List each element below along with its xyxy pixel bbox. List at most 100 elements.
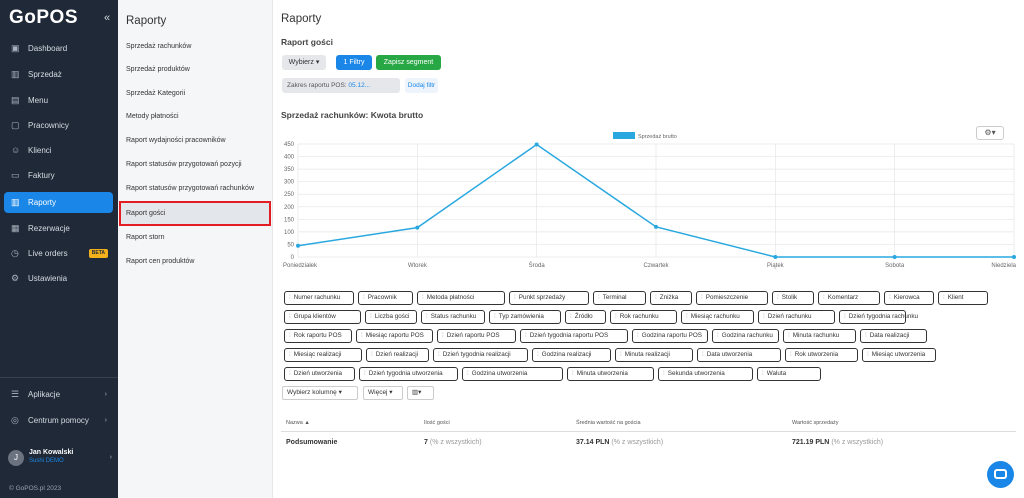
nav-item-centrum-pomocy[interactable]: ◎ Centrum pomocy › [4,410,113,431]
drag-handle-icon[interactable]: ⁞ [620,351,622,358]
column-chip[interactable]: ⁞ Minuta realizacji [615,348,693,362]
drag-handle-icon[interactable]: ⁞ [525,332,527,339]
nav-item-klienci[interactable]: ☺ Klienci [4,140,113,161]
column-header-guests[interactable]: Ilość gości [424,420,450,426]
column-chip[interactable]: ⁞ Numer rachunku [284,291,354,305]
column-chip[interactable]: ⁞ Dzień tygodnia raportu POS [520,329,628,343]
drag-handle-icon[interactable]: ⁞ [943,294,945,301]
nav-item-aplikacje[interactable]: ☰ Aplikacje › [4,384,113,405]
column-header-sales[interactable]: Wartość sprzedaży [792,420,839,426]
column-chip[interactable]: ⁞ Metoda płatności [417,291,505,305]
column-chip[interactable]: ⁞ Pracownik [358,291,413,305]
column-chip[interactable]: ⁞ Minuta rachunku [783,329,856,343]
nav-item-menu[interactable]: ▤ Menu [4,90,113,111]
nav-item-live-orders[interactable]: ◷ Live orders BETA [4,243,113,264]
column-chip[interactable]: ⁞ Źródło [565,310,606,324]
drag-handle-icon[interactable]: ⁞ [467,370,469,377]
nav-item-pracownicy[interactable]: ▢ Pracownicy [4,115,113,136]
nav-item-faktury[interactable]: ▭ Faktury [4,165,113,186]
column-chip[interactable]: ⁞ Zniżka [650,291,692,305]
choose-segment-button[interactable]: Wybierz ▾ [282,55,326,70]
more-dropdown[interactable]: Więcej ▾ [363,386,403,400]
drag-handle-icon[interactable]: ⁞ [442,332,444,339]
column-chip[interactable]: ⁞ Komentarz [818,291,880,305]
column-chip[interactable]: ⁞ Minuta utworzenia [567,367,654,381]
column-chip[interactable]: ⁞ Dzień utworzenia [284,367,355,381]
column-chip[interactable]: ⁞ Punkt sprzedaży [509,291,589,305]
drag-handle-icon[interactable]: ⁞ [655,294,657,301]
column-chip[interactable]: ⁞ Rok rachunku [610,310,677,324]
nav-item-raporty[interactable]: ▥ Raporty [4,192,113,213]
save-segment-button[interactable]: Zapisz segment [376,55,441,70]
nav-item-rezerwacje[interactable]: ▦ Rezerwacje [4,218,113,239]
drag-handle-icon[interactable]: ⁞ [426,313,428,320]
drag-handle-icon[interactable]: ⁞ [289,294,291,301]
drag-handle-icon[interactable]: ⁞ [289,351,291,358]
drag-handle-icon[interactable]: ⁞ [289,332,291,339]
column-chip[interactable]: ⁞ Miesiąc raportu POS [356,329,433,343]
submenu-item-statusy-rachunkow[interactable]: Raport statusów przygotowań rachunków [126,185,255,192]
chart-settings-gear-icon[interactable]: ⚙▾ [976,126,1004,140]
drag-handle-icon[interactable]: ⁞ [289,370,291,377]
column-chip[interactable]: ⁞ Typ zamówienia [489,310,561,324]
column-chip[interactable]: ⁞ Dzień tygodnia utworzenia [359,367,458,381]
drag-handle-icon[interactable]: ⁞ [844,313,846,320]
column-chip[interactable]: ⁞ Godzina raportu POS [632,329,708,343]
nav-item-ustawienia[interactable]: ⚙ Ustawienia [4,268,113,289]
help-chat-button[interactable] [987,461,1014,488]
drag-handle-icon[interactable]: ⁞ [438,351,440,358]
column-chip[interactable]: ⁞ Data utworzenia [697,348,781,362]
submenu-item-statusy-pozycji[interactable]: Raport statusów przygotowań pozycji [126,161,242,168]
submenu-item-raport-storn[interactable]: Raport storn [126,234,165,241]
column-chip[interactable]: ⁞ Stolik [772,291,814,305]
column-chip[interactable]: ⁞ Dzień raportu POS [437,329,516,343]
drag-handle-icon[interactable]: ⁞ [615,313,617,320]
nav-item-dashboard[interactable]: ▣ Dashboard [4,38,113,59]
submenu-item-raport-wydajnosci[interactable]: Raport wydajności pracowników [126,137,226,144]
drag-handle-icon[interactable]: ⁞ [867,351,869,358]
drag-handle-icon[interactable]: ⁞ [889,294,891,301]
drag-handle-icon[interactable]: ⁞ [865,332,867,339]
drag-handle-icon[interactable]: ⁞ [361,332,363,339]
column-chip[interactable]: ⁞ Pomieszczenie [696,291,768,305]
column-chip[interactable]: ⁞ Sekunda utworzenia [658,367,753,381]
drag-handle-icon[interactable]: ⁞ [422,294,424,301]
submenu-item-sprzedaz-produktow[interactable]: Sprzedaż produktów [126,66,190,73]
report-range-filter[interactable]: Zakres raportu POS: 05.12... [282,78,400,93]
column-chip[interactable]: ⁞ Rok raportu POS [284,329,352,343]
drag-handle-icon[interactable]: ⁞ [598,294,600,301]
drag-handle-icon[interactable]: ⁞ [370,313,372,320]
add-filter-button[interactable]: Dodaj filtr [405,78,438,93]
column-chip[interactable]: ⁞ Dzień rachunku [758,310,835,324]
column-chip[interactable]: ⁞ Dzień realizacji [366,348,429,362]
column-chip[interactable]: ⁞ Dzień tygodnia rachunku [839,310,918,324]
drag-handle-icon[interactable]: ⁞ [289,313,291,320]
column-chip[interactable]: ⁞ Kierowca [884,291,934,305]
drag-handle-icon[interactable]: ⁞ [823,294,825,301]
column-chip[interactable]: ⁞ Klient [938,291,988,305]
drag-handle-icon[interactable]: ⁞ [637,332,639,339]
user-menu[interactable]: J Jan Kowalski Sushi DEMO › [6,447,114,473]
drag-handle-icon[interactable]: ⁞ [572,370,574,377]
column-chip[interactable]: ⁞ Terminal [593,291,646,305]
drag-handle-icon[interactable]: ⁞ [663,370,665,377]
column-chip[interactable]: ⁞ Grupa klientów [284,310,361,324]
column-chip[interactable]: ⁞ Godzina utworzenia [462,367,563,381]
drag-handle-icon[interactable]: ⁞ [790,351,792,358]
column-header-avg[interactable]: Średnia wartość na gościa [576,420,641,426]
submenu-item-metody-platnosci[interactable]: Metody płatności [126,113,179,120]
column-chip[interactable]: ⁞ Rok utworzenia [785,348,858,362]
drag-handle-icon[interactable]: ⁞ [364,370,366,377]
drag-handle-icon[interactable]: ⁞ [371,351,373,358]
nav-item-sprzedaz[interactable]: ▥ Sprzedaż [4,64,113,85]
drag-handle-icon[interactable]: ⁞ [514,294,516,301]
column-chip[interactable]: ⁞ Miesiąc utworzenia [862,348,936,362]
drag-handle-icon[interactable]: ⁞ [494,313,496,320]
drag-handle-icon[interactable]: ⁞ [777,294,779,301]
collapse-sidebar-icon[interactable]: « [104,12,111,24]
drag-handle-icon[interactable]: ⁞ [686,313,688,320]
column-chip[interactable]: ⁞ Miesiąc realizacji [284,348,362,362]
drag-handle-icon[interactable]: ⁞ [762,370,764,377]
column-chip[interactable]: ⁞ Miesiąc rachunku [681,310,754,324]
columns-layout-icon[interactable]: ▥▾ [407,386,434,400]
